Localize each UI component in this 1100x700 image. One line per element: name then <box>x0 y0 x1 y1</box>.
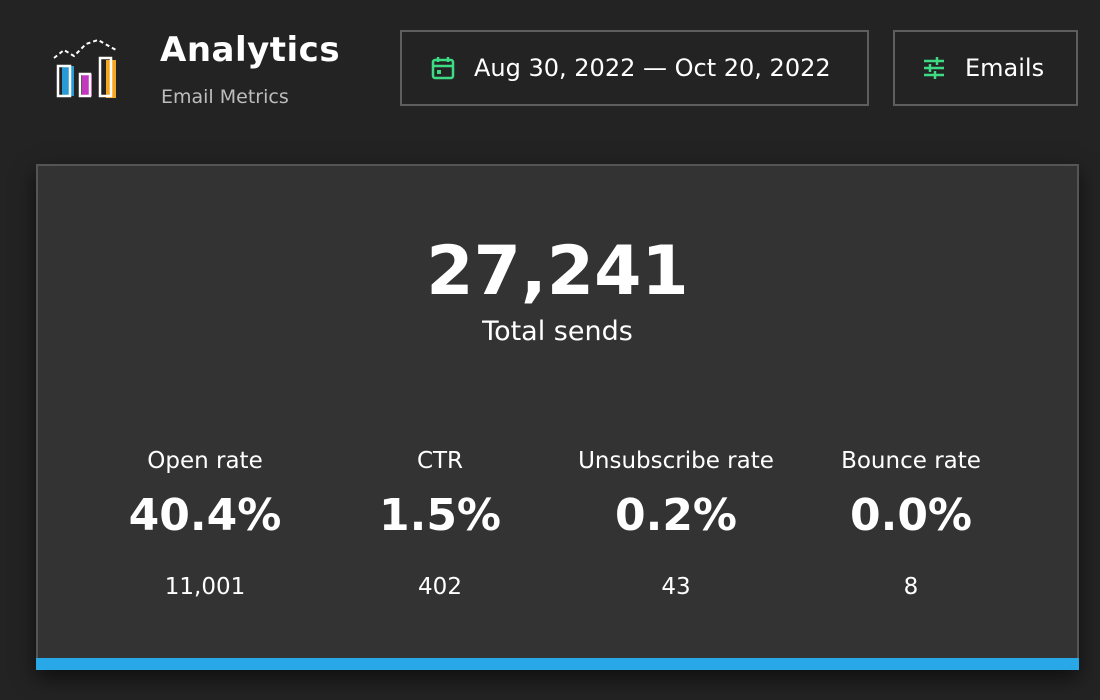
metric-count: 11,001 <box>164 574 246 600</box>
metric-label: Open rate <box>147 448 263 474</box>
date-range: Aug 30, 2022 — Oct 20, 2022 <box>474 54 831 82</box>
filter-button[interactable]: Emails <box>893 30 1078 106</box>
metric-count: 402 <box>418 574 462 600</box>
calendar-icon <box>431 57 455 80</box>
logo <box>53 38 117 98</box>
metric-count: 43 <box>661 574 691 600</box>
metric-label: Bounce rate <box>841 448 981 474</box>
metric-value: 1.5% <box>378 490 502 541</box>
card-accent <box>36 658 1079 670</box>
metric-label: Unsubscribe rate <box>578 448 774 474</box>
filter-label: Emails <box>965 54 1045 82</box>
app-subtitle: Email Metrics <box>161 86 289 108</box>
total-sends-value: 27,241 <box>426 232 689 311</box>
metric-label: CTR <box>416 448 464 474</box>
app-title: Analytics <box>160 30 341 70</box>
metric-value: 40.4% <box>128 490 282 541</box>
date-range-button[interactable]: Aug 30, 2022 — Oct 20, 2022 <box>400 30 869 106</box>
metrics-card <box>36 164 1079 670</box>
total-sends-label: Total sends <box>482 316 633 347</box>
metric-value: 0.0% <box>849 490 973 541</box>
metric-count: 8 <box>903 574 919 600</box>
metric-value: 0.2% <box>614 490 738 541</box>
filter-icon <box>924 57 944 79</box>
